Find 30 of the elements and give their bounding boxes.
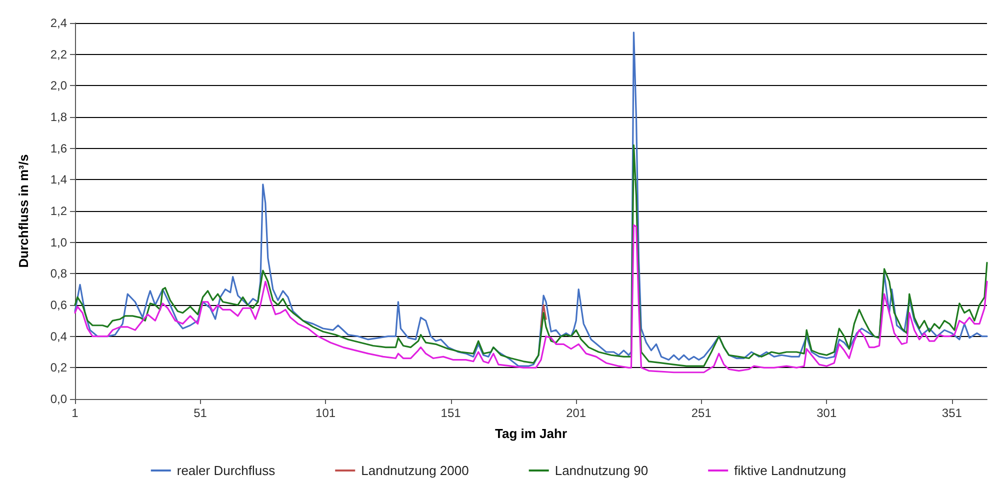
y-tick-label: 2,2	[50, 47, 68, 62]
line-series	[74, 144, 988, 367]
x-tick-label: 251	[691, 406, 712, 420]
x-tick-label: 51	[194, 406, 208, 420]
legend-label: fiktive Landnutzung	[734, 463, 846, 478]
x-tick-label: 201	[566, 406, 586, 420]
y-tick-label: 2,4	[50, 16, 68, 30]
y-tick-label: 2,0	[50, 78, 68, 93]
line-series	[74, 224, 988, 374]
legend-label: Landnutzung 2000	[361, 463, 469, 478]
y-tick-label: 0,4	[50, 329, 68, 344]
legend-label: realer Durchfluss	[176, 463, 276, 478]
y-tick-label: 1,2	[50, 204, 68, 218]
x-tick-label: 301	[816, 406, 837, 420]
y-tick-label: 0,8	[50, 266, 68, 281]
y-tick-label: 0,6	[50, 298, 68, 312]
x-axis-title: Tag im Jahr	[494, 426, 568, 441]
y-tick-label: 0,2	[50, 360, 68, 375]
x-tick-label: 101	[316, 406, 336, 420]
x-tick-label: 151	[440, 406, 462, 420]
y-tick-label: 1,0	[50, 235, 68, 250]
y-axis-title: Durchfluss in m³/s	[16, 154, 31, 268]
y-tick-label: 1,4	[50, 172, 68, 187]
line-series	[74, 32, 988, 367]
y-tick-label: 1,8	[50, 110, 68, 124]
legend-label: Landnutzung 90	[554, 463, 648, 478]
y-tick-label: 1,6	[50, 141, 68, 156]
x-tick-label: 1	[72, 406, 79, 420]
x-tick-label: 351	[942, 406, 962, 420]
y-tick-label: 0,0	[50, 392, 68, 406]
